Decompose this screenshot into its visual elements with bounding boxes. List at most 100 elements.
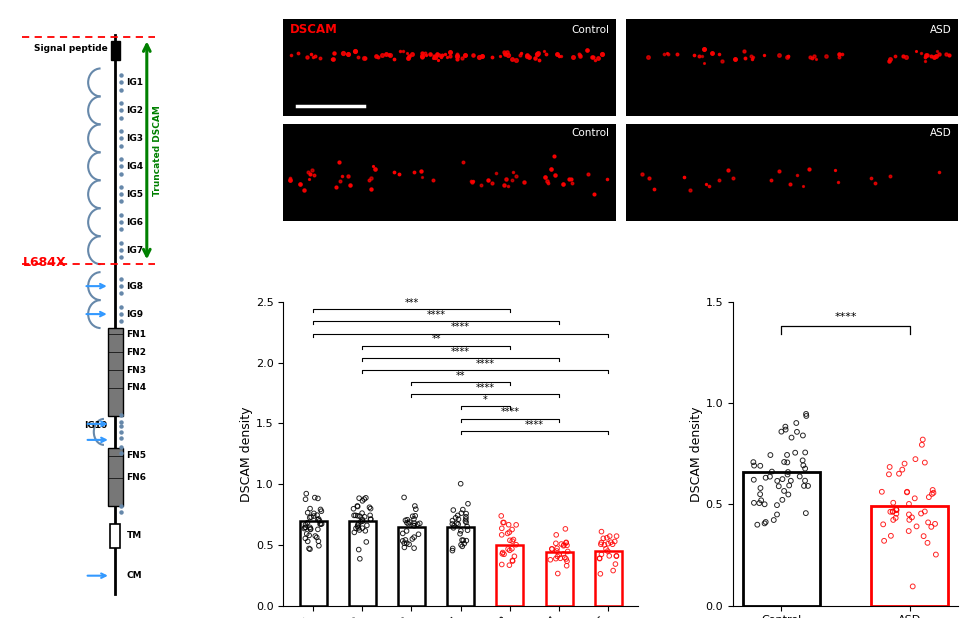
Point xyxy=(770,476,785,486)
Point xyxy=(407,543,422,553)
Point xyxy=(549,546,564,556)
Point xyxy=(921,517,936,527)
Point xyxy=(598,544,614,554)
Point xyxy=(641,52,656,62)
Text: IG4: IG4 xyxy=(127,162,143,171)
Point xyxy=(298,522,314,532)
Point xyxy=(560,556,575,566)
Text: FN6: FN6 xyxy=(127,473,146,482)
Point xyxy=(881,469,896,479)
Point xyxy=(494,530,509,540)
Point xyxy=(303,525,318,535)
Point xyxy=(361,175,377,185)
Bar xyxy=(110,41,120,61)
Point xyxy=(398,535,413,545)
Point xyxy=(656,49,672,59)
Point xyxy=(485,52,500,62)
Point xyxy=(504,175,520,185)
Point xyxy=(898,53,914,62)
Point xyxy=(351,544,367,554)
Point xyxy=(796,181,811,191)
Point xyxy=(558,524,573,534)
Point xyxy=(292,179,308,189)
Point xyxy=(744,54,760,64)
Point xyxy=(354,508,370,518)
Point xyxy=(480,176,496,185)
Point xyxy=(795,431,810,441)
Point xyxy=(449,51,465,61)
Point xyxy=(899,488,915,497)
Point xyxy=(776,457,792,467)
Text: IG9: IG9 xyxy=(127,310,143,319)
Point xyxy=(508,520,524,530)
Point xyxy=(463,176,478,186)
Point xyxy=(296,185,312,195)
Point xyxy=(444,515,460,525)
Point xyxy=(495,548,510,557)
Text: *: * xyxy=(483,396,488,405)
Bar xyxy=(497,545,524,606)
Point xyxy=(346,504,361,514)
Point xyxy=(395,536,410,546)
Point xyxy=(408,504,424,514)
Point xyxy=(584,52,599,62)
Point xyxy=(553,51,568,61)
Point xyxy=(580,45,595,55)
Point xyxy=(588,55,603,65)
Point xyxy=(757,50,772,60)
Point xyxy=(512,50,528,60)
Point xyxy=(449,49,465,59)
Point xyxy=(797,481,812,491)
Point xyxy=(548,538,563,548)
Point xyxy=(404,49,419,59)
Point xyxy=(646,184,661,194)
Point xyxy=(519,49,534,59)
Y-axis label: DSCAM density: DSCAM density xyxy=(689,406,703,502)
Point xyxy=(456,535,471,545)
Point xyxy=(905,582,921,591)
Y-axis label: DSCAM density: DSCAM density xyxy=(240,406,254,502)
Point xyxy=(307,51,322,61)
Point xyxy=(444,519,460,529)
Point xyxy=(496,517,511,527)
Point xyxy=(539,176,555,185)
Text: DSCAM: DSCAM xyxy=(290,23,338,36)
Point xyxy=(405,511,420,521)
Point xyxy=(504,536,520,546)
Point xyxy=(297,522,313,532)
Text: ASD: ASD xyxy=(930,25,952,35)
Point xyxy=(397,538,412,548)
Point xyxy=(500,544,516,554)
Point xyxy=(927,519,943,529)
Point xyxy=(283,50,298,60)
Point xyxy=(501,561,517,570)
Point xyxy=(414,52,430,62)
Point xyxy=(283,173,298,183)
Point xyxy=(504,525,520,535)
Point xyxy=(454,535,469,545)
Point xyxy=(442,51,458,61)
Point xyxy=(460,499,475,509)
Point xyxy=(363,174,378,184)
Point xyxy=(529,49,545,59)
Text: ****: **** xyxy=(475,383,495,393)
Point xyxy=(537,172,553,182)
Point xyxy=(303,512,318,522)
Point xyxy=(779,52,795,62)
Point xyxy=(550,551,565,561)
Point xyxy=(565,52,581,62)
Point xyxy=(395,528,410,538)
Point xyxy=(348,46,363,56)
Point xyxy=(917,457,932,467)
Point xyxy=(592,569,608,579)
Point xyxy=(560,540,575,550)
Point xyxy=(596,540,612,550)
Point xyxy=(929,46,945,56)
Point xyxy=(371,51,386,61)
Point xyxy=(508,171,524,180)
Point xyxy=(401,53,416,62)
Point xyxy=(396,493,411,502)
Text: FN2: FN2 xyxy=(127,347,146,357)
Point xyxy=(798,476,813,486)
Point xyxy=(550,569,565,578)
